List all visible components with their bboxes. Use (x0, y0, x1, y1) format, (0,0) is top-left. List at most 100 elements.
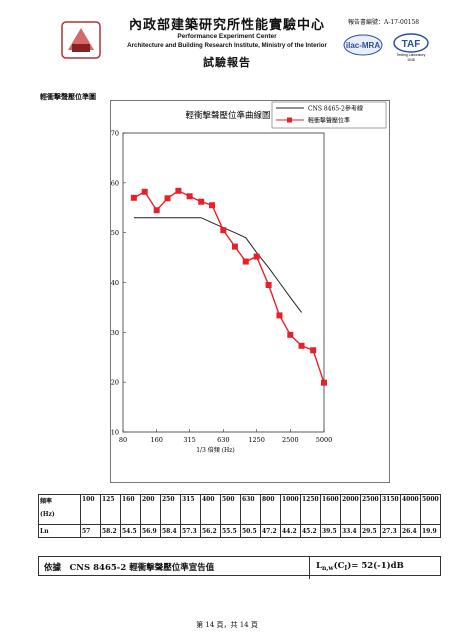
accreditation-logos: ilac-MRA TAF Testing Laboratory 1046 (343, 33, 429, 62)
data-point (287, 331, 294, 338)
data-point (186, 193, 193, 200)
ilac-logo-text: ilac-MRA (346, 41, 380, 50)
level-cell: 56.2 (200, 524, 221, 538)
x-tick-label: 160 (150, 436, 162, 444)
frequency-cell: 1000 (280, 494, 301, 525)
conclusion-part: I (344, 565, 348, 572)
level-cell: 45.2 (300, 524, 321, 538)
taf-logo-text: TAF (402, 39, 421, 50)
data-point (175, 187, 182, 194)
x-tick-label: 5000 (316, 436, 333, 444)
level-cell: 57.3 (180, 524, 201, 538)
level-row: Ln 57 58.2 54.5 56.9 58.4 57.3 56.2 55.5 50.5 47.… (38, 524, 441, 538)
frequency-unit: (Hz) (40, 511, 55, 518)
series-line (133, 189, 325, 383)
data-point (141, 188, 148, 195)
taf-number: 1046 (407, 58, 415, 62)
y-tick-label: 10 (111, 429, 119, 437)
data-point (310, 347, 317, 354)
frequency-cell: 3150 (380, 494, 401, 525)
frequency-cell: 5000 (420, 494, 441, 525)
frequency-header: 頻率 (Hz) (38, 494, 81, 525)
data-point (298, 342, 305, 349)
data-point (276, 312, 283, 319)
frequency-cell: 630 (240, 494, 261, 525)
level-cell: 58.2 (100, 524, 121, 538)
level-cell: 58.4 (160, 524, 181, 538)
report-type: 試驗報告 (203, 56, 251, 69)
subtitle-en: Performance Experiment Center (177, 33, 277, 40)
institute-logo (61, 21, 101, 59)
level-cell: 44.2 (280, 524, 301, 538)
conclusion-part: )= 52(-1)dB (347, 561, 404, 571)
level-cell: 56.9 (140, 524, 161, 538)
x-tick-label: 1250 (248, 436, 265, 444)
data-point (265, 281, 272, 288)
data-point (209, 202, 216, 209)
frequency-label: 頻率 (40, 498, 53, 505)
frequency-cell: 4000 (400, 494, 421, 525)
legend-box (271, 101, 387, 129)
data-point (321, 379, 327, 386)
frequency-cell: 160 (120, 494, 141, 525)
level-cell: 33.4 (340, 524, 361, 538)
level-cell: 57 (80, 524, 101, 538)
section-title: 輕衝擊聲壓位準圖 (40, 92, 96, 101)
page-footer: 第 14 頁，共 14 頁 (196, 621, 258, 629)
frequency-cell: 500 (220, 494, 241, 525)
y-tick-label: 50 (111, 229, 119, 237)
subtitle-en: Architecture and Building Research Insti… (127, 42, 327, 49)
frequency-cell: 200 (140, 494, 161, 525)
frequency-cell: 2500 (360, 494, 381, 525)
level-cell: 47.2 (260, 524, 281, 538)
frequency-cell: 250 (160, 494, 181, 525)
x-axis-label: 1/3 倍頻 (Hz) (196, 446, 235, 454)
level-cell: 29.5 (360, 524, 381, 538)
y-tick-label: 70 (111, 130, 119, 138)
frequency-cell: 2000 (340, 494, 361, 525)
conclusion-part: (C (333, 561, 345, 571)
level-cell: 50.5 (240, 524, 261, 538)
level-cell: 27.3 (380, 524, 401, 538)
data-point (130, 194, 137, 201)
conclusion-part: n,w (321, 565, 334, 572)
chart-title: 輕衝擊聲壓位準曲線圖 (185, 110, 270, 121)
x-tick-label: 80 (119, 436, 127, 444)
report-number: 報告書編號：A-17-00158 (348, 19, 420, 26)
frequency-cell: 800 (260, 494, 281, 525)
series-line (133, 217, 302, 313)
legend-label: 輕衝擊聲壓位準 (308, 117, 350, 125)
level-cell: 19.9 (420, 524, 441, 538)
plot-frame (122, 132, 325, 433)
level-cell: 26.4 (400, 524, 421, 538)
legend-marker (287, 117, 292, 123)
x-tick-label: 630 (217, 436, 229, 444)
frequency-cell: 100 (80, 494, 101, 525)
frequency-cell: 125 (100, 494, 121, 525)
frequency-cell: 1600 (320, 494, 341, 525)
data-point (153, 207, 160, 214)
frequency-cell: 315 (180, 494, 201, 525)
x-tick-label: 2500 (282, 436, 299, 444)
level-cell: 54.5 (120, 524, 141, 538)
institute-title: 內政部建築研究所性能實驗中心 (128, 18, 325, 33)
level-header: Ln (38, 524, 81, 538)
data-point (198, 198, 205, 205)
conclusion-value: Ln,w(CI)= 52(-1)dB (309, 557, 404, 579)
level-cell: 55.5 (220, 524, 241, 538)
x-tick-label: 315 (183, 436, 195, 444)
conclusion: 依據 CNS 8465-2 輕衝擊聲壓位準宣告值 Ln,w(CI)= 52(-1… (38, 556, 441, 579)
level-cell: 39.5 (320, 524, 341, 538)
frequency-row: 頻率 (Hz) 100 125 160 200 250 315 400 500 630 800 100… (38, 494, 441, 525)
data-point (231, 243, 238, 250)
y-tick-label: 30 (111, 329, 119, 337)
y-tick-label: 60 (111, 179, 119, 187)
legend-label: CNS 8465-2參考線 (308, 105, 363, 113)
conclusion-part: L (316, 561, 322, 571)
data-point (220, 227, 227, 234)
data-point (164, 195, 171, 202)
conclusion-text: 依據 CNS 8465-2 輕衝擊聲壓位準宣告值 (44, 563, 215, 573)
y-tick-label: 20 (111, 379, 119, 387)
data-point (253, 253, 260, 260)
